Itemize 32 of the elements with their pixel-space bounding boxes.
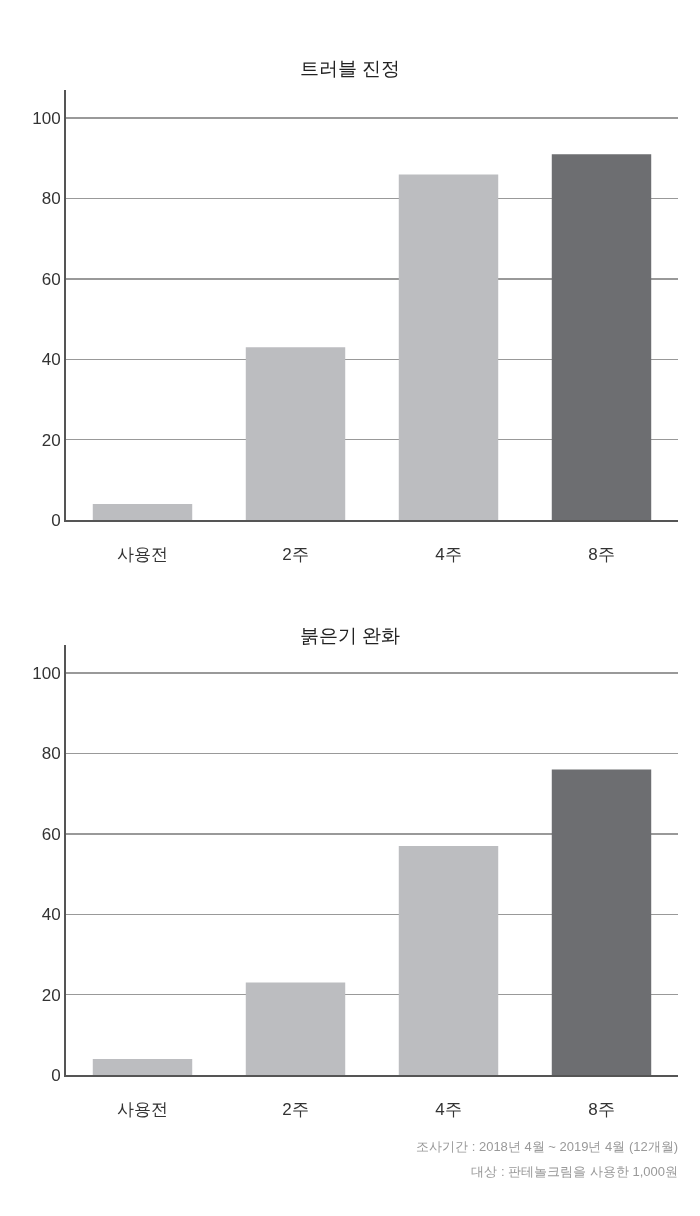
x-tick-label: 2주 (282, 1100, 309, 1120)
bar (551, 154, 652, 520)
y-tick-label: 0 (51, 510, 61, 530)
y-tick-label: 80 (41, 189, 61, 209)
y-tick-label: 60 (41, 269, 61, 289)
bar (245, 982, 346, 1075)
x-tick-label: 4주 (435, 545, 462, 565)
text: 조사기간 : 2018년 4월 ~ 2019년 4월 (12개월) (415, 1138, 678, 1156)
x-tick-label: 8주 (588, 545, 615, 565)
bar (398, 174, 499, 520)
y-tick-label: 100 (32, 109, 61, 129)
y-tick-label: 40 (41, 350, 61, 370)
y-tick-label: 80 (41, 744, 61, 764)
y-tick-label: 0 (51, 1065, 61, 1085)
y-tick-label: 60 (41, 824, 61, 844)
bar (551, 769, 652, 1075)
x-tick-label: 2주 (282, 545, 309, 565)
chart-title: 트러블 진정 (299, 57, 401, 79)
bar (92, 503, 193, 520)
x-tick-label: 사용전 (117, 545, 168, 565)
bar (245, 347, 346, 520)
x-tick-label: 8주 (588, 1100, 615, 1120)
x-tick-label: 사용전 (117, 1100, 168, 1120)
y-tick-label: 100 (32, 664, 61, 684)
bar (398, 845, 499, 1075)
bar (92, 1058, 193, 1075)
x-tick-label: 4주 (435, 1100, 462, 1120)
y-tick-label: 40 (41, 905, 61, 925)
chart-title: 붉은기 완화 (299, 624, 401, 646)
y-tick-label: 20 (41, 985, 61, 1005)
y-tick-label: 20 (41, 430, 61, 450)
text: 대상 : 판테놀크림을 사용한 1,000원 (470, 1163, 678, 1181)
